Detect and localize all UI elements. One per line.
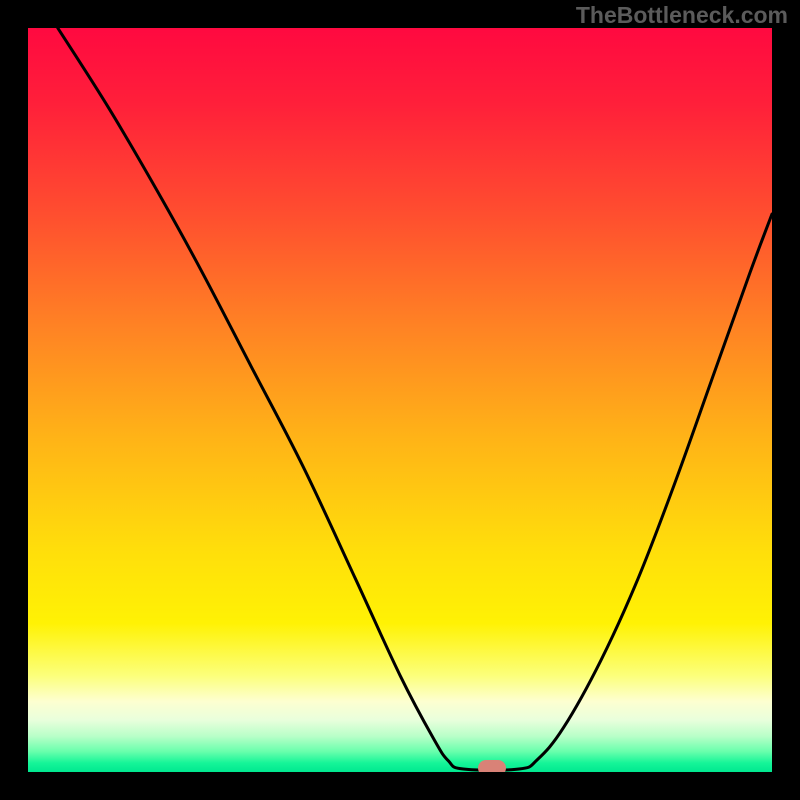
bottleneck-curve [28, 28, 772, 772]
watermark-text: TheBottleneck.com [576, 2, 788, 29]
marker-pill [478, 760, 506, 772]
plot-area [28, 28, 772, 772]
